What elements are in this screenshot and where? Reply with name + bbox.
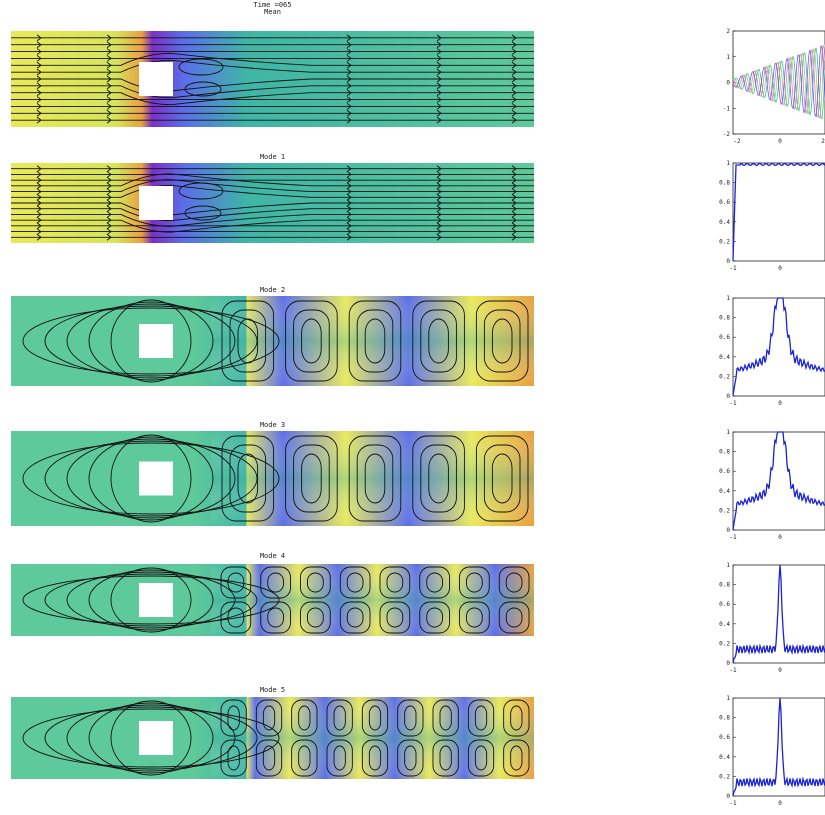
x-tick-label: -1 bbox=[729, 534, 737, 541]
panel-title-mode-5: Mode 5 bbox=[259, 686, 286, 694]
y-tick-label: 0 bbox=[726, 80, 730, 87]
spectrum-plot-mode-3: 1 0.8 0.6 0.4 0.2 0 -1 0 bbox=[700, 424, 825, 544]
y-tick-label: 0.8 bbox=[719, 582, 730, 589]
plot-frame bbox=[732, 297, 825, 397]
x-tick-label: 0 bbox=[778, 265, 782, 272]
panel-title-mode-4: Mode 4 bbox=[259, 552, 286, 560]
spectrum-plot-mode-5: 1 0.8 0.6 0.4 0.2 0 -1 0 bbox=[700, 690, 825, 810]
oscillation-plot: 2 1 0 -1 -2 -2 0 2 bbox=[700, 23, 825, 148]
plot-frame bbox=[732, 697, 825, 797]
x-tick-label: 0 bbox=[778, 667, 782, 674]
x-tick-label: 0 bbox=[778, 534, 782, 541]
oscillation-line bbox=[732, 45, 825, 118]
plot-frame bbox=[732, 162, 825, 262]
x-tick-label: -1 bbox=[729, 265, 737, 272]
oscillation-line bbox=[732, 44, 825, 119]
y-tick-label: 0.6 bbox=[719, 734, 730, 741]
y-tick-label: 0.6 bbox=[719, 199, 730, 206]
y-tick-label: 0 bbox=[726, 393, 730, 400]
spectrum-line bbox=[732, 162, 825, 262]
y-tick-label: 0.6 bbox=[719, 334, 730, 341]
x-tick-label: 0 bbox=[778, 138, 782, 145]
spectrum-line bbox=[732, 697, 825, 797]
obstacle-square bbox=[139, 62, 173, 96]
obstacle-square bbox=[139, 721, 173, 755]
y-tick-label: 0.6 bbox=[719, 601, 730, 608]
streamlines bbox=[22, 299, 529, 383]
flow-panel-mode-3 bbox=[11, 431, 534, 526]
streamlines bbox=[11, 165, 534, 241]
y-tick-label: 1 bbox=[726, 695, 730, 702]
y-tick-label: 0 bbox=[726, 258, 730, 265]
y-tick-label: 0.8 bbox=[719, 715, 730, 722]
y-tick-label: 0.4 bbox=[719, 219, 730, 226]
spectrum-line bbox=[732, 431, 825, 531]
spectrum-line bbox=[732, 564, 825, 664]
y-tick-label: 0.2 bbox=[719, 507, 730, 514]
x-tick-label: -1 bbox=[729, 667, 737, 674]
y-tick-label: 1 bbox=[726, 160, 730, 167]
streamlines bbox=[22, 566, 530, 634]
spectrum-plot-mode-2: 1 0.8 0.6 0.4 0.2 0 -1 0 bbox=[700, 290, 825, 410]
y-tick-label: 0.8 bbox=[719, 449, 730, 456]
y-tick-label: -1 bbox=[723, 105, 731, 112]
streamlines bbox=[22, 699, 530, 777]
x-tick-label: 0 bbox=[778, 400, 782, 407]
y-tick-label: 1 bbox=[726, 295, 730, 302]
y-tick-label: 0.8 bbox=[719, 180, 730, 187]
y-tick-label: 1 bbox=[726, 54, 730, 61]
oscillation-line bbox=[732, 47, 825, 120]
flow-panel-mode-5 bbox=[11, 697, 534, 779]
flow-panel-mean bbox=[11, 31, 534, 127]
flow-panel-mode-4 bbox=[11, 564, 534, 644]
obstacle-square bbox=[139, 186, 173, 220]
panel-title-mean: Mean bbox=[264, 8, 281, 16]
x-tick-label: -1 bbox=[729, 800, 737, 807]
y-tick-label: -2 bbox=[723, 131, 731, 138]
y-tick-label: 0.2 bbox=[719, 373, 730, 380]
panel-title-mode-2: Mode 2 bbox=[259, 286, 286, 294]
x-tick-label: 0 bbox=[778, 800, 782, 807]
y-tick-label: 1 bbox=[726, 562, 730, 569]
spectrum-plot-mode-4: 1 0.8 0.6 0.4 0.2 0 -1 0 bbox=[700, 557, 825, 677]
y-tick-label: 0.2 bbox=[719, 238, 730, 245]
streamlines bbox=[22, 434, 529, 523]
streamlines bbox=[11, 34, 534, 124]
y-tick-label: 1 bbox=[726, 429, 730, 436]
panel-title-mode-3: Mode 3 bbox=[259, 421, 286, 429]
spectrum-line bbox=[732, 297, 825, 397]
obstacle-square bbox=[139, 583, 173, 617]
y-tick-label: 0 bbox=[726, 527, 730, 534]
y-tick-label: 0.2 bbox=[719, 640, 730, 647]
flow-panel-mode-1 bbox=[11, 163, 534, 243]
obstacle-square bbox=[139, 461, 173, 496]
time-label: Time =065 bbox=[253, 1, 292, 9]
y-tick-label: 0.8 bbox=[719, 315, 730, 322]
y-tick-label: 0.2 bbox=[719, 773, 730, 780]
panel-title-mode-1: Mode 1 bbox=[259, 153, 286, 161]
y-tick-label: 0.4 bbox=[719, 754, 730, 761]
y-tick-label: 0.4 bbox=[719, 488, 730, 495]
y-tick-label: 0.4 bbox=[719, 354, 730, 361]
y-tick-label: 0.6 bbox=[719, 468, 730, 475]
plot-frame bbox=[732, 564, 825, 664]
plot-frame bbox=[732, 431, 825, 531]
obstacle-square bbox=[139, 324, 173, 358]
flow-panel-mode-2 bbox=[11, 296, 534, 386]
x-tick-label: -1 bbox=[729, 400, 737, 407]
oscillation-line bbox=[732, 44, 825, 118]
y-tick-label: 2 bbox=[726, 28, 730, 35]
spectrum-plot-mode-1: 1 0.8 0.6 0.4 0.2 0 -1 0 bbox=[700, 155, 825, 275]
x-tick-label: 2 bbox=[821, 138, 825, 145]
x-tick-label: -2 bbox=[733, 138, 741, 145]
y-tick-label: 0 bbox=[726, 793, 730, 800]
y-tick-label: 0 bbox=[726, 660, 730, 667]
y-tick-label: 0.4 bbox=[719, 621, 730, 628]
